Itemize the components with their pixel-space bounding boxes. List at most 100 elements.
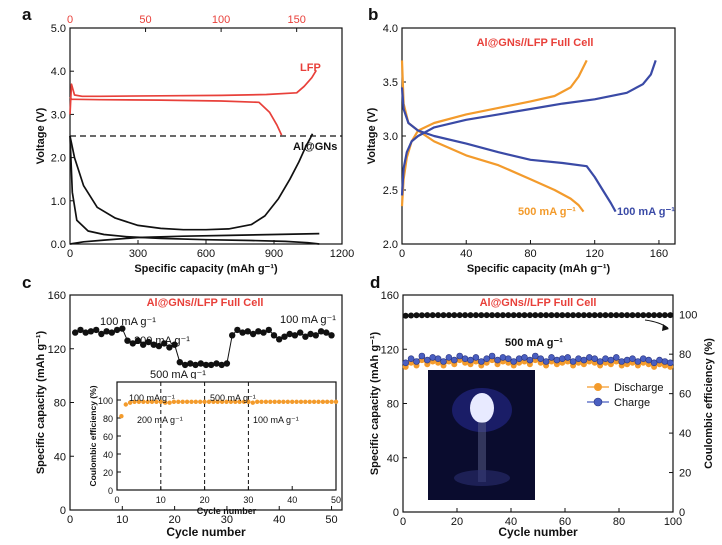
data-point (93, 326, 100, 334)
rate-annotation: 500 mA g⁻¹ (505, 337, 563, 349)
inset-data-point (281, 399, 286, 404)
y-tick-label: 40 (387, 453, 399, 465)
data-point (291, 332, 299, 339)
y-tick-label: 100 (98, 396, 113, 406)
x-tick-label: 100 (664, 516, 682, 528)
x-tick-label: 30 (221, 514, 233, 526)
y-tick-label: 20 (679, 468, 691, 480)
data-point (629, 312, 636, 319)
data-point (542, 358, 550, 365)
y-axis-title: Voltage (V) (366, 107, 378, 164)
y-tick-label: 40 (54, 451, 66, 463)
data-point (602, 312, 609, 319)
data-point (87, 328, 95, 335)
x-tick-label: 0 (399, 248, 405, 260)
inset-data-point (184, 399, 190, 404)
data-point (499, 312, 506, 319)
y-tick-label: 4.0 (383, 23, 398, 35)
legend-label-charge: Charge (614, 397, 650, 409)
data-point (161, 340, 168, 347)
data-point (570, 312, 577, 319)
y2-axis-title: Coulombic efficiency (%) (703, 338, 715, 469)
data-point (656, 356, 663, 364)
series-label-500: 500 mA g⁻¹ (518, 206, 576, 218)
data-point (328, 332, 335, 339)
x-tick-label: 20 (200, 495, 210, 505)
legend-marker-charge (593, 397, 603, 407)
inset-data-point (206, 399, 212, 404)
data-point (656, 312, 663, 319)
inset-data-point (325, 399, 330, 404)
y-tick-label: 2.0 (51, 153, 66, 165)
data-point (429, 354, 437, 361)
inset-rate-annotation: 100 mA g⁻¹ (253, 415, 299, 425)
data-point (150, 341, 157, 348)
y-tick-label: 0 (679, 507, 685, 519)
panel-d: d0 20 40 60 80 10004080120160020406080100Cycl… (369, 273, 715, 539)
data-point (244, 328, 251, 335)
y-tick-label: 100 (679, 310, 697, 322)
panel-letter: c (22, 273, 31, 292)
data-point (634, 358, 642, 365)
data-point (564, 354, 572, 361)
data-point (634, 312, 641, 319)
data-point (113, 326, 121, 334)
data-point (537, 355, 545, 363)
data-point (171, 341, 178, 348)
inset-data-point (294, 399, 299, 404)
data-point (559, 312, 566, 319)
data-point (645, 356, 653, 364)
data-point (434, 355, 442, 363)
data-point (640, 312, 647, 319)
y-tick-label: 80 (387, 399, 399, 411)
data-point (661, 358, 669, 365)
data-point (461, 355, 469, 363)
chart-title: Al@GNs//LFP Full Cell (147, 297, 264, 309)
data-point (129, 340, 136, 347)
inset-data-point (311, 399, 317, 404)
y-tick-label: 2.5 (383, 185, 398, 197)
data-point (532, 312, 539, 319)
data-point (623, 356, 631, 364)
data-point (155, 342, 163, 350)
data-point (218, 361, 225, 369)
data-point (202, 361, 210, 369)
data-point (402, 359, 410, 367)
data-point (645, 312, 652, 319)
y-tick-label: 3.0 (51, 109, 66, 121)
inset-data-point (263, 399, 269, 404)
inset-data-point (329, 399, 334, 404)
series-line (400, 60, 657, 196)
data-point (499, 354, 507, 361)
inset-data-point (250, 400, 255, 405)
x-tick-label: 0 (114, 495, 119, 505)
series-label-lfp: LFP (300, 62, 321, 74)
data-point (418, 312, 425, 319)
data-point (607, 356, 615, 364)
data-point (223, 360, 231, 367)
data-point (213, 360, 220, 367)
data-point (661, 312, 668, 319)
y-tick-label: 160 (48, 290, 66, 302)
data-point (564, 312, 571, 319)
inset-data-point (198, 399, 203, 404)
data-point (612, 354, 620, 361)
data-point (77, 326, 84, 334)
data-point (586, 312, 593, 319)
data-point (629, 355, 636, 363)
data-point (537, 312, 544, 319)
data-point (483, 312, 490, 319)
inset-data-point (171, 399, 177, 404)
data-point (312, 332, 319, 339)
data-point (281, 333, 288, 340)
top-x-tick-label: 100 (212, 14, 230, 26)
data-point (234, 326, 241, 334)
data-point (494, 356, 501, 364)
inset-data-point (285, 399, 290, 404)
y-tick-label: 160 (381, 290, 399, 302)
data-point (651, 312, 658, 319)
inset-data-point (211, 399, 216, 404)
x-tick-label: 40 (287, 495, 297, 505)
data-point (602, 355, 609, 363)
